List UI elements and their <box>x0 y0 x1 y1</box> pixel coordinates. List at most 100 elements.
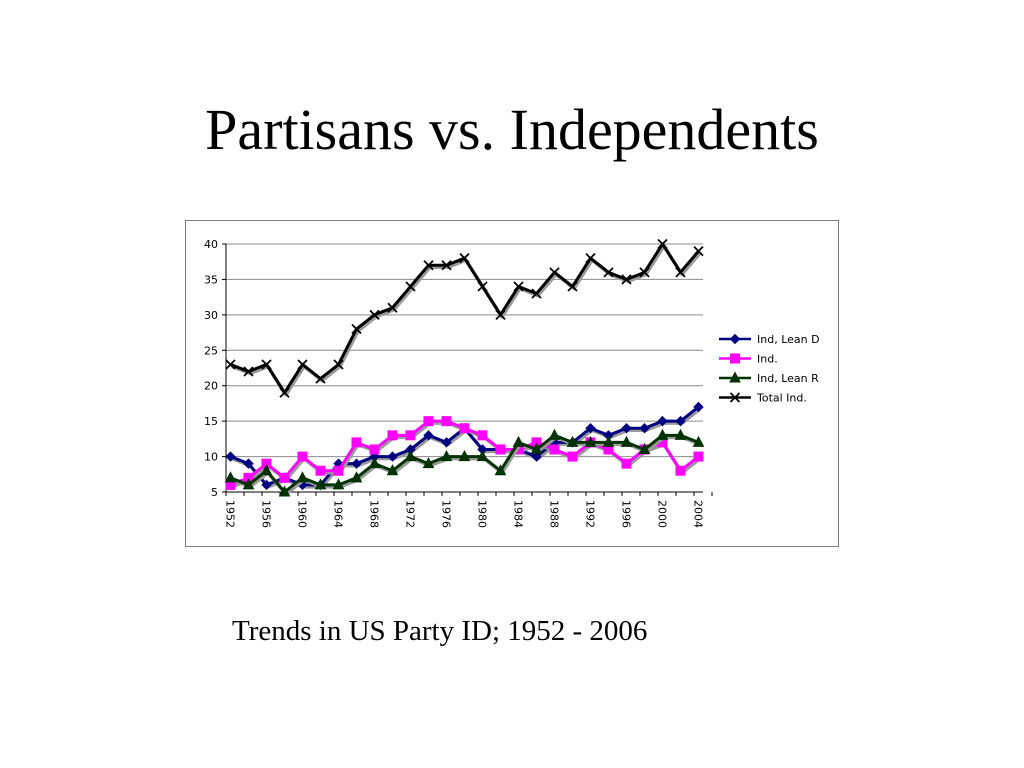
data-point-ind-lean-r <box>566 435 579 447</box>
data-point-ind <box>567 451 578 462</box>
data-point-ind <box>621 458 632 469</box>
data-point-total-ind <box>459 253 470 264</box>
data-point-total-ind <box>297 359 308 370</box>
data-point-ind <box>495 444 506 455</box>
y-tick-label: 10 <box>204 451 218 464</box>
data-point-ind-lean-r <box>296 471 309 483</box>
data-point-ind-lean-r <box>656 428 669 440</box>
data-point-total-ind <box>351 323 362 335</box>
data-point-ind-lean-d <box>387 451 398 462</box>
data-point-ind-lean-r <box>422 457 435 469</box>
data-point-total-ind <box>603 267 614 278</box>
data-point-total-ind <box>243 366 254 377</box>
x-tick-label: 2004 <box>692 500 705 528</box>
data-point-ind <box>459 423 470 434</box>
data-point-ind-lean-d <box>243 458 254 469</box>
slide-caption: Trends in US Party ID; 1952 - 2006 <box>232 615 648 647</box>
data-point-total-ind <box>657 238 668 250</box>
data-point-total-ind <box>387 302 398 313</box>
data-point-ind-lean-r <box>530 442 543 454</box>
legend-label: Total Ind. <box>756 392 807 405</box>
y-tick-label: 20 <box>204 380 218 393</box>
data-point-ind <box>477 430 488 441</box>
y-tick-label: 40 <box>204 238 218 251</box>
data-point-total-ind <box>585 253 596 264</box>
data-point-ind <box>405 430 416 441</box>
legend-label: Ind, Lean R <box>757 372 819 385</box>
data-point-total-ind <box>675 267 686 278</box>
data-point-ind-lean-r <box>314 478 327 490</box>
data-point-total-ind <box>513 281 524 292</box>
data-point-ind-lean-r <box>674 428 687 440</box>
data-point-ind <box>423 416 434 427</box>
x-tick-label: 1968 <box>368 500 381 528</box>
x-tick-label: 1960 <box>296 500 309 528</box>
data-point-ind-lean-d <box>621 423 632 434</box>
chart-frame: 5 10 15 20 25 30 35 40 1952 1956 1960 1964 1968 1972 1… <box>185 220 839 547</box>
line-chart: 5 10 15 20 25 30 35 40 1952 1956 1960 1964 1968 1972 1… <box>204 238 820 528</box>
data-point-ind <box>675 465 686 476</box>
data-point-ind-lean-d <box>639 423 650 434</box>
data-point-ind-lean-r <box>494 464 507 476</box>
data-point-total-ind <box>441 260 452 271</box>
data-point-ind-lean-r <box>512 435 525 447</box>
data-point-total-ind <box>369 309 380 320</box>
data-point-ind-lean-r <box>692 435 705 447</box>
data-point-ind-lean-r <box>620 435 633 447</box>
data-point-ind-lean-r <box>278 485 291 497</box>
data-point-ind-lean-r <box>440 449 453 462</box>
data-point-total-ind <box>549 267 560 278</box>
data-point-total-ind <box>639 267 650 278</box>
data-point-total-ind <box>693 245 704 257</box>
legend-label: Ind. <box>757 353 778 366</box>
x-tick-label: 1992 <box>584 500 597 528</box>
slide-title: Partisans vs. Independents <box>205 97 819 162</box>
x-tick-label: 1964 <box>332 500 345 528</box>
data-point-ind-lean-r <box>404 449 417 462</box>
x-tick-label: 1980 <box>476 500 489 528</box>
data-point-ind-lean-r <box>260 464 273 476</box>
legend-label: Ind, Lean D <box>757 333 820 346</box>
data-point-total-ind <box>261 359 272 370</box>
x-tick-label: 1984 <box>512 500 525 528</box>
data-point-ind <box>315 465 326 476</box>
x-tick-label: 2000 <box>656 500 669 528</box>
data-point-ind-lean-d <box>657 415 668 427</box>
data-point-ind <box>441 416 452 427</box>
data-point-ind <box>333 465 344 476</box>
data-point-total-ind <box>333 359 344 370</box>
series-shadow-total-ind <box>231 244 702 397</box>
data-point-ind-lean-r <box>548 428 561 440</box>
data-point-ind <box>387 430 398 441</box>
data-point-ind-lean-r <box>224 471 237 483</box>
legend-marker <box>729 392 741 403</box>
data-point-ind-lean-d <box>423 430 434 441</box>
data-point-ind-lean-d <box>441 437 452 448</box>
data-point-total-ind <box>225 359 236 370</box>
data-point-total-ind <box>621 274 632 285</box>
data-point-total-ind <box>495 309 506 320</box>
data-point-ind-lean-r <box>386 464 399 476</box>
data-point-ind <box>693 451 704 462</box>
data-point-ind-lean-r <box>638 442 651 454</box>
y-tick-label: 30 <box>204 309 218 322</box>
legend-marker <box>729 333 741 345</box>
legend-marker <box>729 371 741 383</box>
data-point-ind <box>549 444 560 455</box>
data-point-ind-lean-d <box>531 451 542 462</box>
data-point-total-ind <box>567 281 578 292</box>
data-point-ind-lean-d <box>693 401 704 413</box>
x-tick-label: 1952 <box>224 500 237 528</box>
data-point-ind <box>297 451 308 462</box>
data-point-ind-lean-d <box>261 479 272 491</box>
data-point-ind-lean-d <box>675 415 686 427</box>
data-point-ind <box>279 472 290 483</box>
data-point-total-ind <box>477 281 488 292</box>
data-point-ind-lean-d <box>225 451 236 462</box>
y-tick-label: 5 <box>211 486 218 499</box>
x-tick-label: 1956 <box>260 500 273 528</box>
data-point-ind-lean-r <box>350 471 363 483</box>
data-point-ind-lean-r <box>584 435 597 447</box>
data-point-total-ind <box>531 288 542 299</box>
x-tick-label: 1972 <box>404 500 417 528</box>
